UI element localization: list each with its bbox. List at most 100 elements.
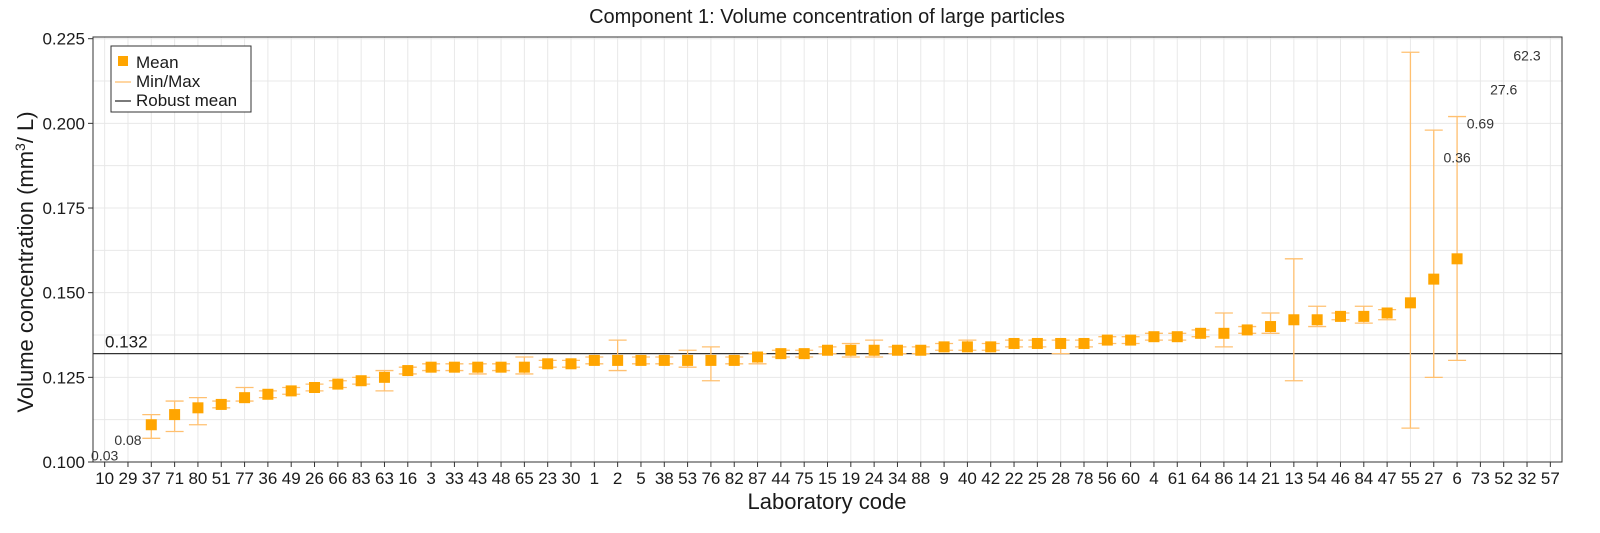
y-axis-title-main: Volume concentration (mm [13,151,38,413]
mean-point [1078,337,1090,349]
mean-point [1055,337,1067,349]
x-tick-label: 27 [1424,469,1443,488]
mean-point [985,341,997,353]
x-tick-label: 24 [865,469,884,488]
mean-point [752,351,764,363]
mean-point [1195,327,1207,339]
grid [93,37,1562,463]
y-tick-label: 0.150 [42,284,85,303]
mean-point [355,375,367,387]
outlier-label: 0.08 [114,432,141,448]
outlier-label: 62.3 [1513,48,1540,64]
mean-point [565,358,577,370]
mean-point [1125,334,1137,346]
x-tick-label: 21 [1261,469,1280,488]
mean-point [518,361,530,373]
mean-point [728,354,740,366]
x-tick-label: 34 [888,469,907,488]
y-tick-label: 0.125 [42,368,85,387]
x-tick-label: 25 [1028,469,1047,488]
legend: Mean Min/Max Robust mean [110,45,252,113]
x-tick-label: 49 [282,469,301,488]
x-tick-label: 82 [725,469,744,488]
x-tick-label: 32 [1518,469,1537,488]
robust-mean-label: 0.132 [105,333,148,352]
x-tick-label: 54 [1308,469,1327,488]
x-axis-ticks: 10 29 37 71 80 51 77 36 49 26 66 83 63 16 3 33 43 48 65 23 3… [95,462,1560,488]
x-tick-label: 78 [1075,469,1094,488]
y-tick-label: 0.200 [42,114,85,133]
outlier-label: 0.03 [91,447,118,463]
x-tick-label: 55 [1401,469,1420,488]
mean-point [239,392,251,404]
mean-point [705,354,717,366]
y-axis-title-tail: / L) [13,111,38,143]
x-tick-label: 42 [981,469,1000,488]
x-tick-label: 51 [212,469,231,488]
x-tick-label: 28 [1051,469,1070,488]
x-tick-label: 38 [655,469,674,488]
x-tick-label: 36 [258,469,277,488]
x-tick-label: 65 [515,469,534,488]
mean-point [215,398,227,410]
legend-box [110,45,252,113]
x-tick-label: 26 [305,469,324,488]
x-tick-label: 13 [1284,469,1303,488]
outlier-annotations: 0.030.08 0.36 0.69 27.6 62.3 [91,48,1541,464]
plot-frame [92,36,1563,463]
x-tick-label: 1 [590,469,599,488]
x-tick-label: 5 [636,469,645,488]
legend-minmax-label: Min/Max [136,72,201,91]
outlier-label: 27.6 [1490,82,1517,98]
x-tick-label: 46 [1331,469,1350,488]
x-tick-label: 40 [958,469,977,488]
mean-point [378,371,390,383]
x-tick-label: 63 [375,469,394,488]
mean-point [915,344,927,356]
x-tick-label: 16 [398,469,417,488]
outlier-label: 0.69 [1467,115,1494,131]
y-tick-label: 0.225 [42,30,85,49]
x-tick-label: 30 [562,469,581,488]
x-tick-label: 2 [613,469,622,488]
mean-point [262,388,274,400]
mean-point [1031,337,1043,349]
y-axis-ticks: 0.100 0.125 0.150 0.175 0.200 0.225 [42,30,93,472]
mean-point [1241,324,1253,336]
x-tick-label: 19 [841,469,860,488]
mean-point [1311,314,1323,326]
mean-point [309,381,321,393]
mean-point [868,344,880,356]
x-tick-label: 33 [445,469,464,488]
x-tick-label: 43 [468,469,487,488]
x-tick-label: 64 [1191,469,1210,488]
x-tick-label: 60 [1121,469,1140,488]
mean-point [285,385,297,397]
x-tick-label: 37 [142,469,161,488]
x-tick-label: 10 [95,469,114,488]
chart-title: Component 1: Volume concentration of lar… [589,6,1065,28]
mean-point [1404,297,1416,309]
mean-point [1218,327,1230,339]
mean-point [635,354,647,366]
mean-point [1358,310,1370,322]
mean-point [1148,331,1160,343]
mean-point [822,344,833,356]
mean-point [1101,334,1113,346]
legend-mean-label: Mean [136,53,179,72]
x-tick-label: 29 [119,469,138,488]
mean-point [682,354,694,366]
x-axis-title: Laboratory code [748,489,907,514]
mean-point [1171,331,1183,343]
mean-point [798,348,810,360]
x-tick-label: 75 [795,469,814,488]
x-tick-label: 22 [1005,469,1024,488]
mean-point [402,365,414,377]
mean-point [1288,314,1300,326]
mean-point [192,402,204,414]
mean-points [145,253,1463,431]
mean-point [938,341,950,353]
mean-point [612,354,624,366]
mean-point [891,344,903,356]
